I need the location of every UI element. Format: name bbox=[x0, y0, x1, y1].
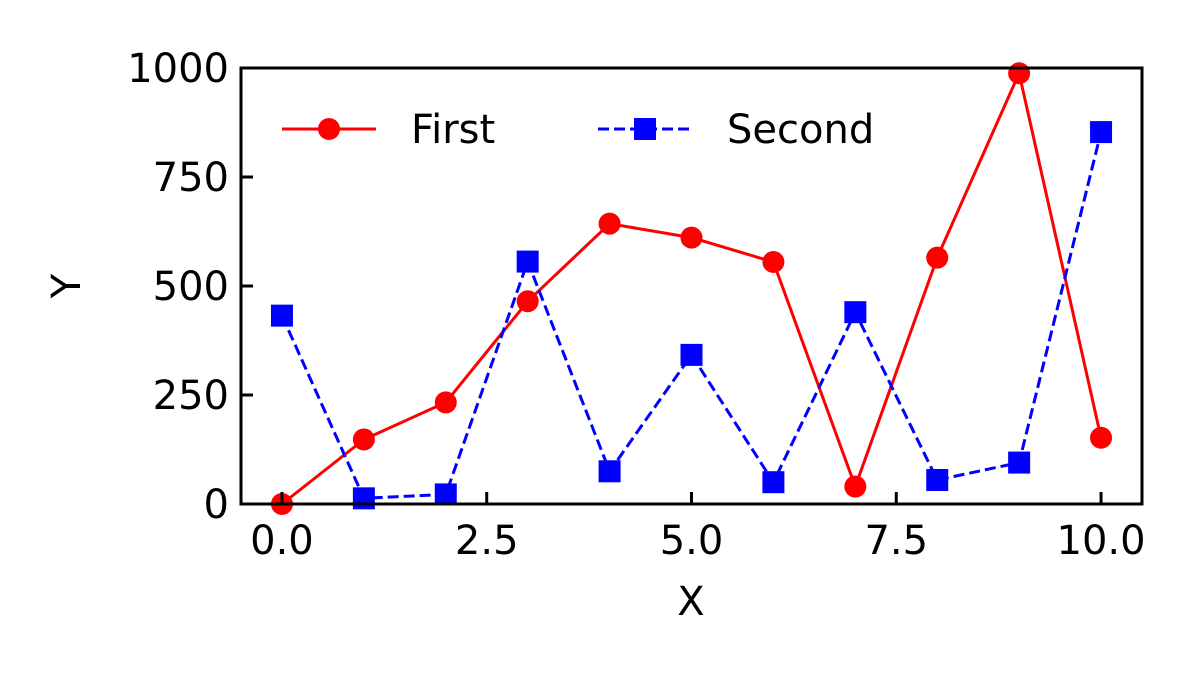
data-point-first bbox=[434, 391, 457, 414]
data-point-second bbox=[762, 471, 785, 494]
y-axis-label: Y bbox=[44, 273, 90, 299]
data-point-second bbox=[598, 460, 621, 483]
data-point-first bbox=[680, 226, 703, 249]
data-point-first bbox=[598, 212, 621, 235]
y-tick-label: 500 bbox=[153, 264, 229, 310]
data-point-second bbox=[844, 301, 867, 324]
x-tick-label: 0.0 bbox=[250, 518, 314, 564]
x-axis-label: X bbox=[677, 579, 704, 625]
data-point-second bbox=[1090, 121, 1113, 144]
data-point-second bbox=[352, 487, 375, 510]
data-point-second bbox=[926, 469, 949, 492]
legend-label-second: Second bbox=[727, 107, 874, 153]
x-tick-label: 7.5 bbox=[864, 518, 928, 564]
x-tick-label: 2.5 bbox=[455, 518, 519, 564]
legend-marker-first bbox=[318, 118, 340, 140]
data-point-first bbox=[1090, 426, 1113, 449]
y-tick-label: 250 bbox=[153, 373, 229, 419]
data-point-second bbox=[1008, 451, 1031, 474]
legend-marker-second bbox=[634, 118, 656, 140]
legend: First Second bbox=[282, 107, 874, 153]
data-point-first bbox=[1008, 62, 1031, 85]
data-point-first bbox=[926, 246, 949, 269]
y-tick-label: 750 bbox=[153, 155, 229, 201]
x-tick-label: 5.0 bbox=[660, 518, 724, 564]
data-point-first bbox=[352, 428, 375, 451]
data-point-second bbox=[516, 250, 539, 273]
data-point-second bbox=[680, 343, 703, 366]
y-tick-label: 0 bbox=[204, 482, 229, 528]
data-point-first bbox=[516, 290, 539, 313]
y-tick-label: 1000 bbox=[127, 46, 229, 92]
legend-label-first: First bbox=[411, 107, 495, 153]
ticks-layer: 0.0 2.5 5.0 7.5 10.0 0 250 500 750 1000 bbox=[127, 46, 1145, 564]
data-point-second bbox=[434, 483, 457, 506]
data-point-second bbox=[270, 304, 293, 327]
plot-area bbox=[241, 68, 1142, 504]
data-point-first bbox=[762, 251, 785, 274]
x-tick-label: 10.0 bbox=[1057, 518, 1146, 564]
data-point-first bbox=[844, 475, 867, 498]
